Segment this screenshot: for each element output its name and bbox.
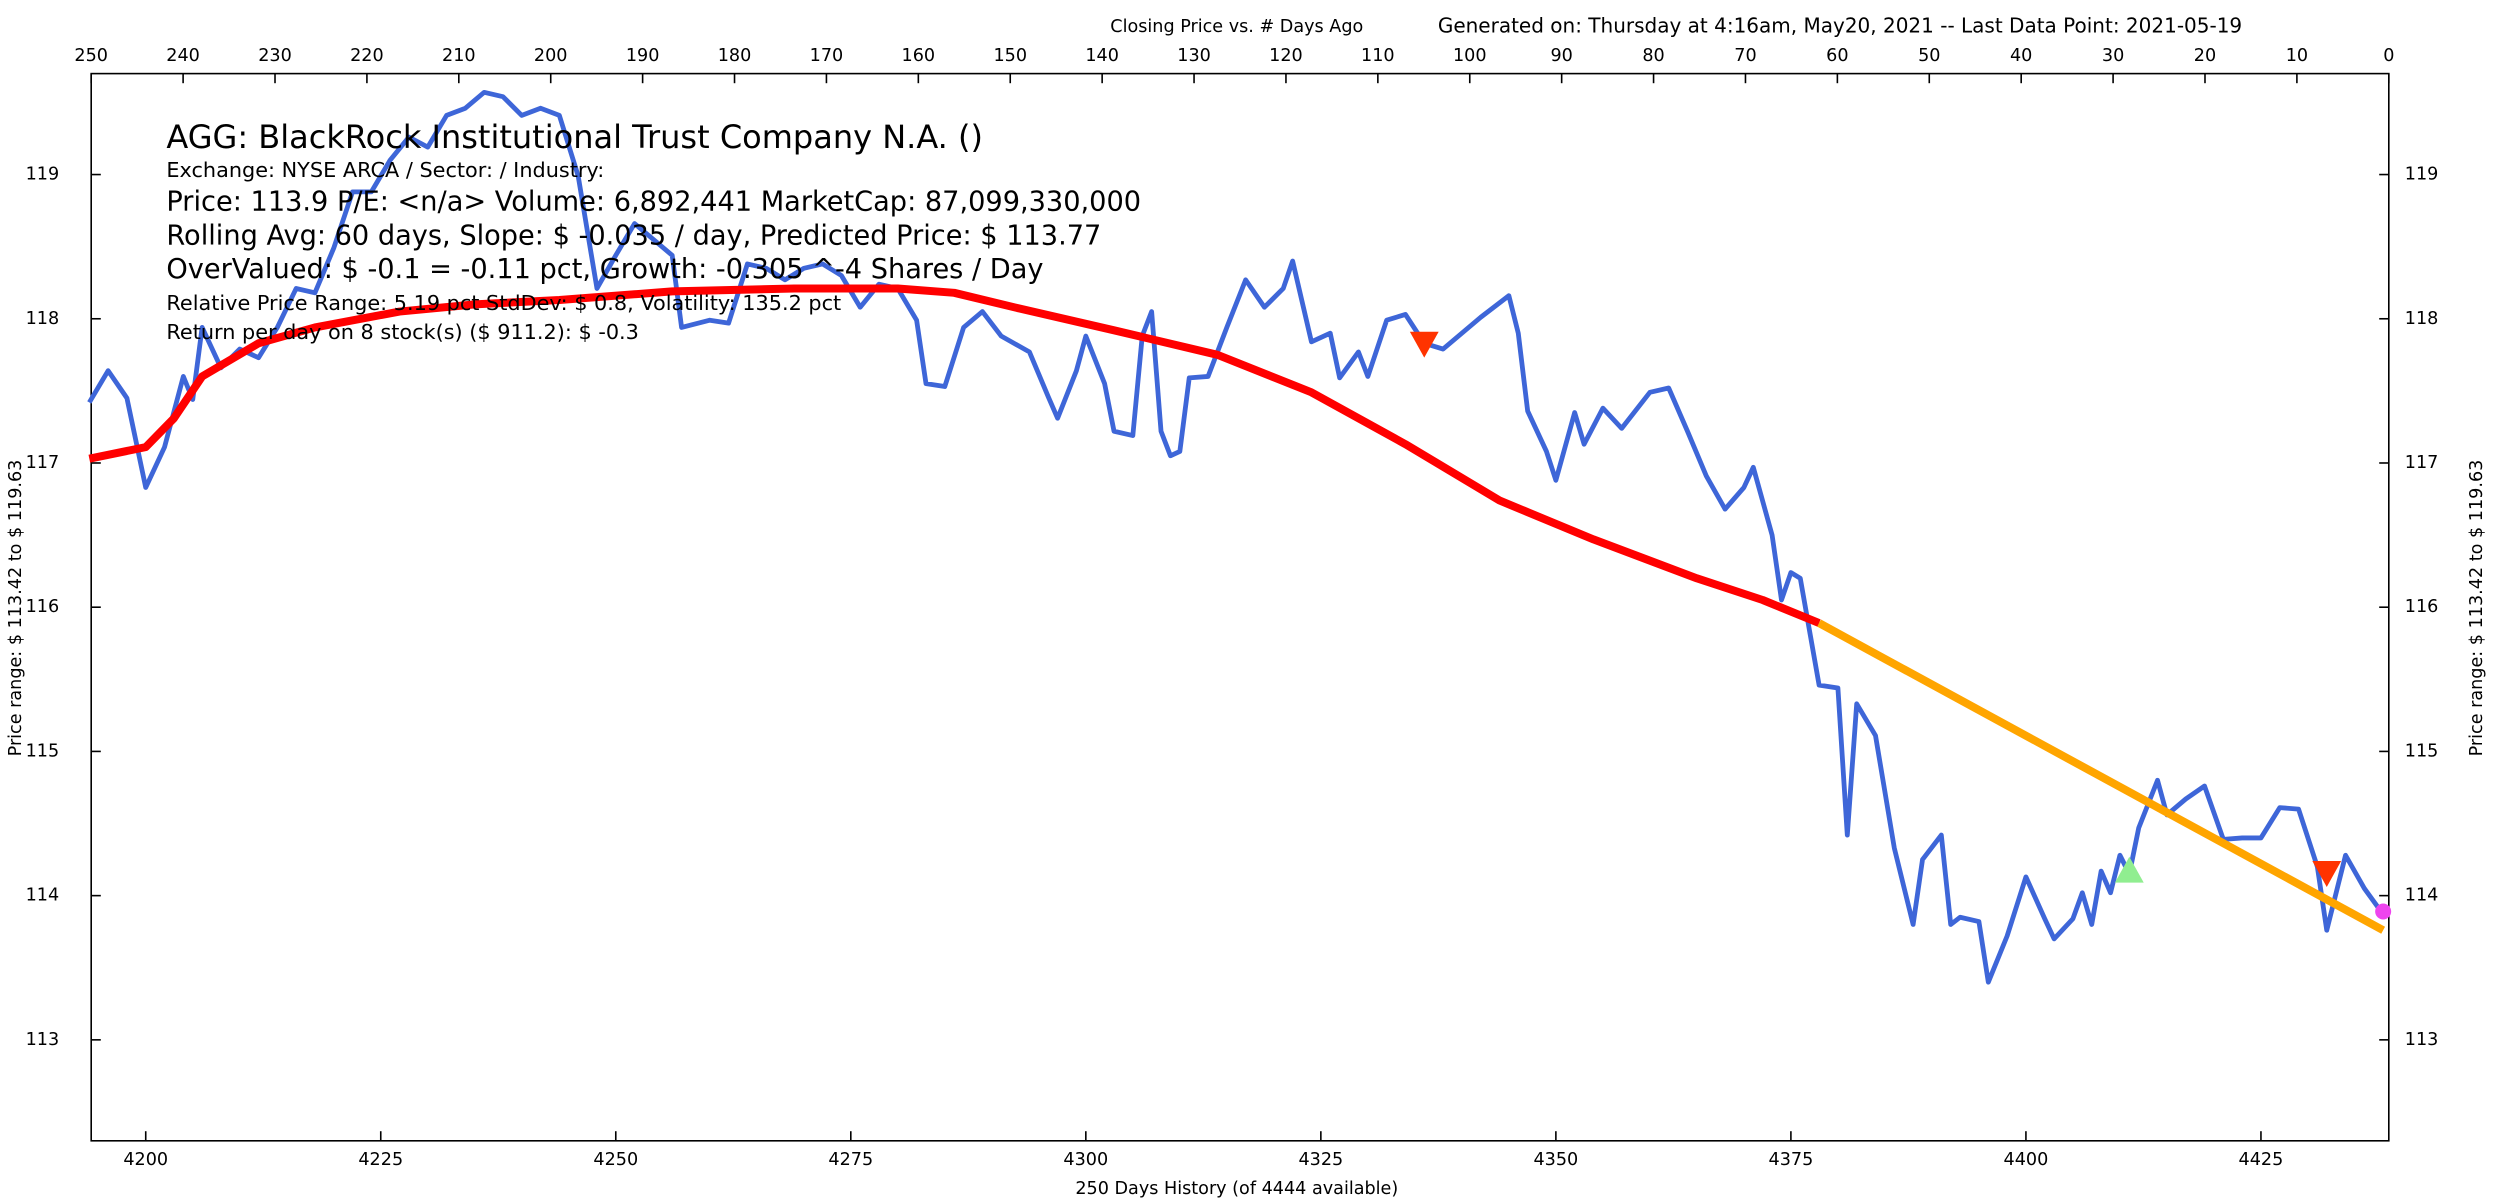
x2-tick-label: 220 [350,46,384,66]
x2-tick-label: 0 [2383,46,2394,66]
y-tick-label: 113 [26,1030,60,1050]
x-tick-label: 4225 [358,1150,403,1170]
x-tick-label: 4400 [2004,1150,2049,1170]
y2-tick-label: 114 [2405,886,2439,906]
series-line [87,89,2386,985]
x2-tick-label: 50 [1918,46,1940,66]
x2-tick-label: 130 [1177,46,1211,66]
marker [2375,903,2392,920]
series-line [1817,619,2386,934]
chart-title: Closing Price vs. # Days Ago [1110,17,1363,37]
x2-tick-label: 180 [718,46,752,66]
info-line: AGG: BlackRock Institutional Trust Compa… [166,118,983,156]
x-tick-label: 4275 [828,1150,873,1170]
x2-tick-label: 120 [1269,46,1303,66]
x-tick-label: 4375 [1769,1150,1814,1170]
x-tick-label: 4250 [593,1150,638,1170]
x-tick-label: 4300 [1063,1150,1108,1170]
y-tick-label: 118 [26,309,60,329]
y2-tick-label: 118 [2405,309,2439,329]
x-tick-label: 4350 [1533,1150,1578,1170]
marker [2312,861,2342,887]
x2-tick-label: 100 [1453,46,1487,66]
y-tick-label: 119 [26,165,60,185]
x2-tick-label: 80 [1642,46,1664,66]
info-line: Exchange: NYSE ARCA / Sector: / Industry… [166,158,604,182]
y-tick-label: 117 [26,453,60,473]
y-axis-label: Price range: $ 113.42 to $ 119.63 [6,460,26,757]
y2-tick-label: 117 [2405,453,2439,473]
x2-tick-label: 200 [534,46,568,66]
x2-tick-label: 230 [258,46,292,66]
info-line: OverValued: $ -0.1 = -0.11 pct, Growth: … [166,254,1043,285]
y2-axis-label: Price range: $ 113.42 to $ 119.63 [2467,460,2487,757]
x2-tick-label: 70 [1734,46,1756,66]
x2-tick-label: 140 [1085,46,1119,66]
x2-tick-label: 30 [2102,46,2124,66]
x2-tick-label: 110 [1361,46,1395,66]
x2-tick-label: 40 [2010,46,2032,66]
marker [1409,331,1439,358]
y2-tick-label: 119 [2405,165,2439,185]
y2-tick-label: 113 [2405,1030,2439,1050]
y2-tick-label: 115 [2405,741,2439,761]
y2-tick-label: 116 [2405,597,2439,617]
info-line: Return per day on 8 stock(s) ($ 911.2): … [166,320,639,344]
x2-tick-label: 210 [442,46,476,66]
x-tick-label: 4325 [1298,1150,1343,1170]
info-line: Relative Price Range: 5.19 pct StdDev: $… [166,291,841,315]
info-line: Rolling Avg: 60 days, Slope: $ -0.035 / … [166,220,1101,251]
series-line [88,284,1821,627]
x2-tick-label: 90 [1550,46,1572,66]
marker [2114,856,2144,883]
x2-tick-label: 20 [2194,46,2216,66]
chart-subtitle: Generated on: Thursday at 4:16am, May20,… [1438,14,2242,38]
x2-tick-label: 190 [626,46,660,66]
info-line: Price: 113.9 P/E: <n/a> Volume: 6,892,44… [166,187,1141,218]
x-tick-label: 4425 [2239,1150,2284,1170]
x2-tick-label: 250 [74,46,108,66]
x2-tick-label: 10 [2286,46,2308,66]
x2-tick-label: 240 [166,46,200,66]
y-tick-label: 114 [26,886,60,906]
x2-tick-label: 160 [902,46,936,66]
x2-tick-label: 150 [993,46,1027,66]
x-axis-label: 250 Days History (of 4444 available) [1075,1179,1398,1199]
x2-tick-label: 170 [810,46,844,66]
x2-tick-label: 60 [1826,46,1848,66]
y-tick-label: 115 [26,741,60,761]
x-tick-label: 4200 [123,1150,168,1170]
y-tick-label: 116 [26,597,60,617]
